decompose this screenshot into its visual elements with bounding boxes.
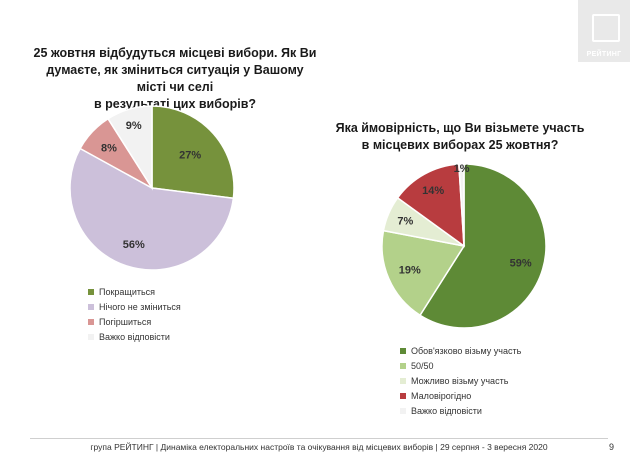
chart1-legend-swatch: [88, 303, 94, 310]
chart1-legend-item: Погіршиться: [88, 314, 181, 329]
chart2-data-label: 14%: [422, 185, 444, 197]
chart1-legend-label: Нічого не зміниться: [99, 301, 181, 312]
brand-logo: РЕЙТИНГ: [578, 0, 630, 62]
chart2-legend-label: Маловірогідно: [411, 390, 472, 401]
chart1-data-label: 56%: [123, 239, 145, 251]
chart2-legend-swatch: [400, 392, 406, 399]
chart1-slice: [151, 105, 235, 200]
chart1-title: 25 жовтня відбудуться місцеві вибори. Як…: [30, 45, 320, 113]
chart2-legend-item: Важко відповісти: [400, 403, 521, 418]
chart1-legend-item: Нічого не зміниться: [88, 299, 181, 314]
chart2-slice: [381, 229, 466, 317]
chart2-pie: 59% 19% 7% 14% 1%: [381, 163, 547, 329]
chart2-legend: Обов'язково візьму участь 50/50 Можливо ві…: [400, 343, 521, 418]
chart2-legend-label: Обов'язково візьму участь: [411, 345, 522, 356]
chart2-legend-item: Можливо візьму участь: [400, 373, 521, 388]
chart1-title-line: думаєте, як зміниться ситуація у Вашому …: [46, 63, 304, 94]
chart1-slice: [69, 147, 235, 271]
chart2-legend-swatch: [400, 347, 406, 354]
chart1-legend: Покращиться Нічого не зміниться Погіршитьс…: [88, 284, 181, 344]
chart2-legend-item: 50/50: [400, 358, 521, 373]
chart2-data-label: 59%: [510, 257, 532, 269]
chart1-legend-swatch: [88, 318, 94, 325]
chart1-legend-item: Покращиться: [88, 284, 181, 299]
footer-text: група РЕЙТИНГ | Динаміка електоральних н…: [90, 442, 548, 452]
chart2-title-line: Яка ймовірність, що Ви візьмете участь: [335, 121, 585, 135]
chart1-legend-label: Важко відповісти: [99, 331, 170, 342]
chart2-legend-swatch: [400, 362, 406, 369]
chart2-data-label: 7%: [397, 216, 413, 228]
chart1-title-line: 25 жовтня відбудуться місцеві вибори. Як…: [33, 46, 317, 60]
chart1-legend-swatch: [88, 288, 94, 295]
chart1-slice: [107, 105, 153, 191]
chart2-slice: [419, 163, 547, 329]
chart2-title-line: в місцевих виборах 25 жовтня?: [361, 138, 559, 152]
chart1-legend-swatch: [88, 333, 94, 340]
chart1-data-label: 27%: [179, 149, 201, 161]
chart2-slice: [396, 163, 465, 248]
chart2-legend-swatch: [400, 377, 406, 384]
chart1-legend-label: Покращиться: [99, 286, 156, 297]
chart1-legend-label: Погіршиться: [99, 316, 152, 327]
chart2-legend-item: Маловірогідно: [400, 388, 521, 403]
footer-divider: [30, 438, 608, 439]
chart1-data-label: 8%: [101, 143, 117, 155]
logo-mark: [592, 14, 620, 42]
chart2-legend-swatch: [400, 407, 406, 414]
chart2-slice: [458, 163, 465, 247]
chart2-title: Яка ймовірність, що Ви візьмете участь в…: [330, 120, 590, 154]
chart1-data-label: 9%: [126, 120, 142, 132]
page-number: 9: [608, 442, 614, 452]
chart2-data-label: 1%: [454, 163, 470, 175]
chart2-legend-label: 50/50: [411, 360, 434, 371]
chart1-pie: 27% 56% 8% 9%: [69, 105, 235, 271]
chart2-data-label: 19%: [399, 264, 421, 276]
logo-text: РЕЙТИНГ: [586, 51, 622, 58]
chart1-legend-item: Важко відповісти: [88, 329, 181, 344]
chart2-legend-label: Можливо візьму участь: [411, 375, 509, 386]
chart2-legend-item: Обов'язково візьму участь: [400, 343, 521, 358]
chart2-legend-label: Важко відповісти: [411, 405, 482, 416]
